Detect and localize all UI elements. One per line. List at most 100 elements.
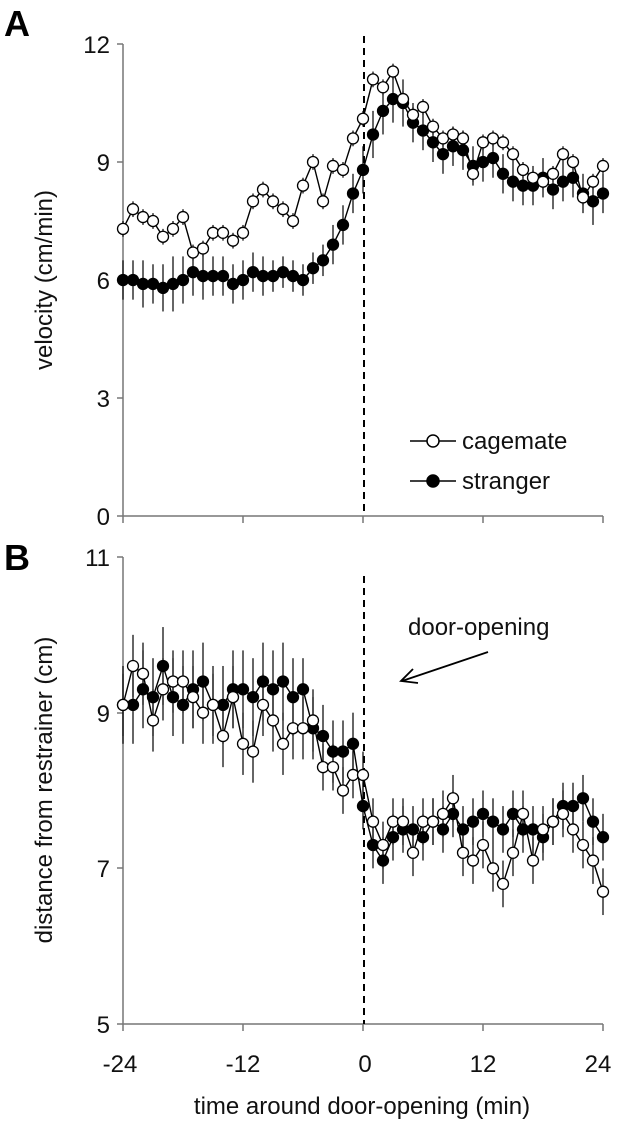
panel-a-cagemate-point	[546, 167, 560, 180]
panel-b-stranger-point	[276, 675, 290, 688]
panel-a-x-ticks	[122, 516, 604, 523]
panel-a-cagemate-point	[286, 214, 300, 228]
panel-a-stranger-point	[426, 136, 440, 149]
panel-b-cagemate-point	[266, 714, 280, 727]
panel-b-x-ticks: -24 -12 0 12 24	[103, 1024, 612, 1078]
panel-b-cagemate-point	[216, 729, 230, 743]
panel-a-stranger-point	[286, 269, 300, 283]
panel-a-stranger-point	[316, 254, 330, 267]
panel-a-stranger-point	[366, 128, 380, 141]
panel-b-stranger-point	[236, 683, 250, 696]
panel-b-cagemate-point	[306, 714, 320, 727]
panel-b-stranger-point	[336, 745, 350, 758]
panel-b-y-tick-label: 7	[97, 856, 110, 883]
panel-b-cagemate-point	[176, 675, 190, 688]
panel-a-cagemate-point	[386, 65, 400, 78]
panel-a-cagemate-point	[156, 230, 170, 243]
panel-a-cagemate-point	[306, 155, 320, 169]
panel-b-stranger-point	[346, 737, 360, 750]
panel-b-cagemate-point	[366, 815, 380, 828]
panel-b-stranger-point	[506, 807, 520, 820]
panel-b-cagemate-point	[146, 714, 160, 727]
panel-a-stranger-point	[226, 277, 240, 291]
panel-b-x-tick-label: 0	[358, 1051, 371, 1078]
panel-a-cagemate-point	[226, 234, 240, 247]
panel-b-cagemate-point	[556, 807, 570, 820]
panel-a-letter: A	[4, 3, 30, 44]
panel-a-stranger-point	[176, 273, 190, 287]
panel-a-cagemate-point	[586, 175, 600, 188]
panel-a-cagemate-point	[446, 128, 460, 141]
panel-b-cagemate-point	[566, 823, 580, 836]
panel-b-letter: B	[4, 537, 30, 578]
panel-a-legend: cagemate stranger	[410, 428, 567, 495]
panel-a-cagemate-point	[356, 112, 370, 125]
panel-b-stranger-point	[466, 815, 480, 828]
panel-a-stranger-point	[116, 273, 130, 287]
panel-a-stranger-point	[376, 104, 390, 118]
panel-b-cagemate-point	[476, 838, 490, 852]
panel-b-cagemate-point	[526, 854, 540, 867]
panel-b-cagemate-point	[426, 815, 440, 828]
panel-b-cagemate-point	[246, 745, 260, 758]
panel-a-cagemate-point	[186, 246, 200, 259]
panel-a-stranger-point	[336, 218, 350, 232]
panel-a-cagemate-point	[196, 242, 210, 255]
panel-b-y-tick-label: 11	[85, 545, 110, 572]
panel-a-cagemate-point	[346, 132, 360, 145]
panel-b-cagemate-point	[276, 737, 290, 750]
panel-a-stranger-point	[126, 273, 140, 287]
panel-b-stranger-point	[356, 799, 370, 813]
panel-b-y-tick-label: 5	[97, 1012, 110, 1039]
panel-a-cagemate-point	[266, 195, 280, 208]
panel-b-cagemate-point	[396, 815, 410, 828]
panel-b-y-tick-label: 9	[97, 701, 110, 728]
panel-a-stranger-point	[166, 277, 180, 291]
panel-b-cagemate-point	[336, 784, 350, 797]
panel-a-stranger-point	[516, 179, 530, 192]
panel-a-cagemate-point	[296, 179, 310, 192]
panel-a-cagemate-point	[496, 136, 510, 149]
panel-a-stranger-point	[266, 269, 280, 283]
panel-b-x-axis-title: time around door-opening (min)	[194, 1093, 530, 1120]
panel-a-stranger-point	[276, 265, 290, 279]
panel-b-x-tick-label: 24	[585, 1051, 612, 1078]
panel-a-cagemate-point	[526, 171, 540, 184]
panel-a-stranger-point	[296, 273, 310, 287]
panel-b-cagemate-point	[126, 659, 140, 673]
panel-a-cagemate-point	[596, 159, 610, 173]
panel-a-y-tick-label: 3	[97, 386, 110, 413]
panel-b-cagemate-point	[546, 815, 560, 828]
panel-b-plot-area	[116, 627, 610, 916]
panel-a-y-tick-label: 12	[83, 32, 110, 59]
panel-b-series-cagemate	[116, 634, 610, 916]
panel-b-stranger-point	[296, 683, 310, 696]
panel-a-stranger-point	[546, 183, 560, 196]
panel-a-stranger-point	[586, 195, 600, 208]
panel-b-cagemate-point	[206, 698, 220, 712]
panel-b-cagemate-point	[196, 706, 210, 719]
panel-b-cagemate-point	[186, 690, 200, 704]
panel-a-cagemate-point	[466, 167, 480, 180]
door-opening-annotation-label: door-opening	[408, 614, 549, 641]
legend-stranger-marker	[426, 474, 440, 488]
panel-b-stranger-point	[526, 823, 540, 836]
panel-b-cagemate-point	[516, 807, 530, 820]
panel-a-y-tick-label: 0	[97, 504, 110, 531]
panel-b-cagemate-point	[226, 690, 240, 704]
panel-a-cagemate-point	[256, 183, 270, 196]
panel-b-cagemate-point	[326, 761, 340, 774]
panel-a-plot-area	[116, 63, 610, 312]
panel-a-cagemate-point	[576, 191, 590, 204]
panel-a-cagemate-point	[316, 195, 330, 208]
panel-a-cagemate-point	[516, 163, 530, 177]
panel-a-cagemate-point	[146, 214, 160, 228]
panel-a-stranger-point	[476, 155, 490, 169]
panel-a-stranger-point	[446, 140, 460, 153]
panel-b-cagemate-point	[586, 854, 600, 867]
panel-a-stranger-point	[486, 151, 500, 165]
panel-b-cagemate-point	[486, 862, 500, 875]
panel-b-cagemate-point	[536, 823, 550, 836]
panel-a-cagemate-point	[476, 136, 490, 149]
